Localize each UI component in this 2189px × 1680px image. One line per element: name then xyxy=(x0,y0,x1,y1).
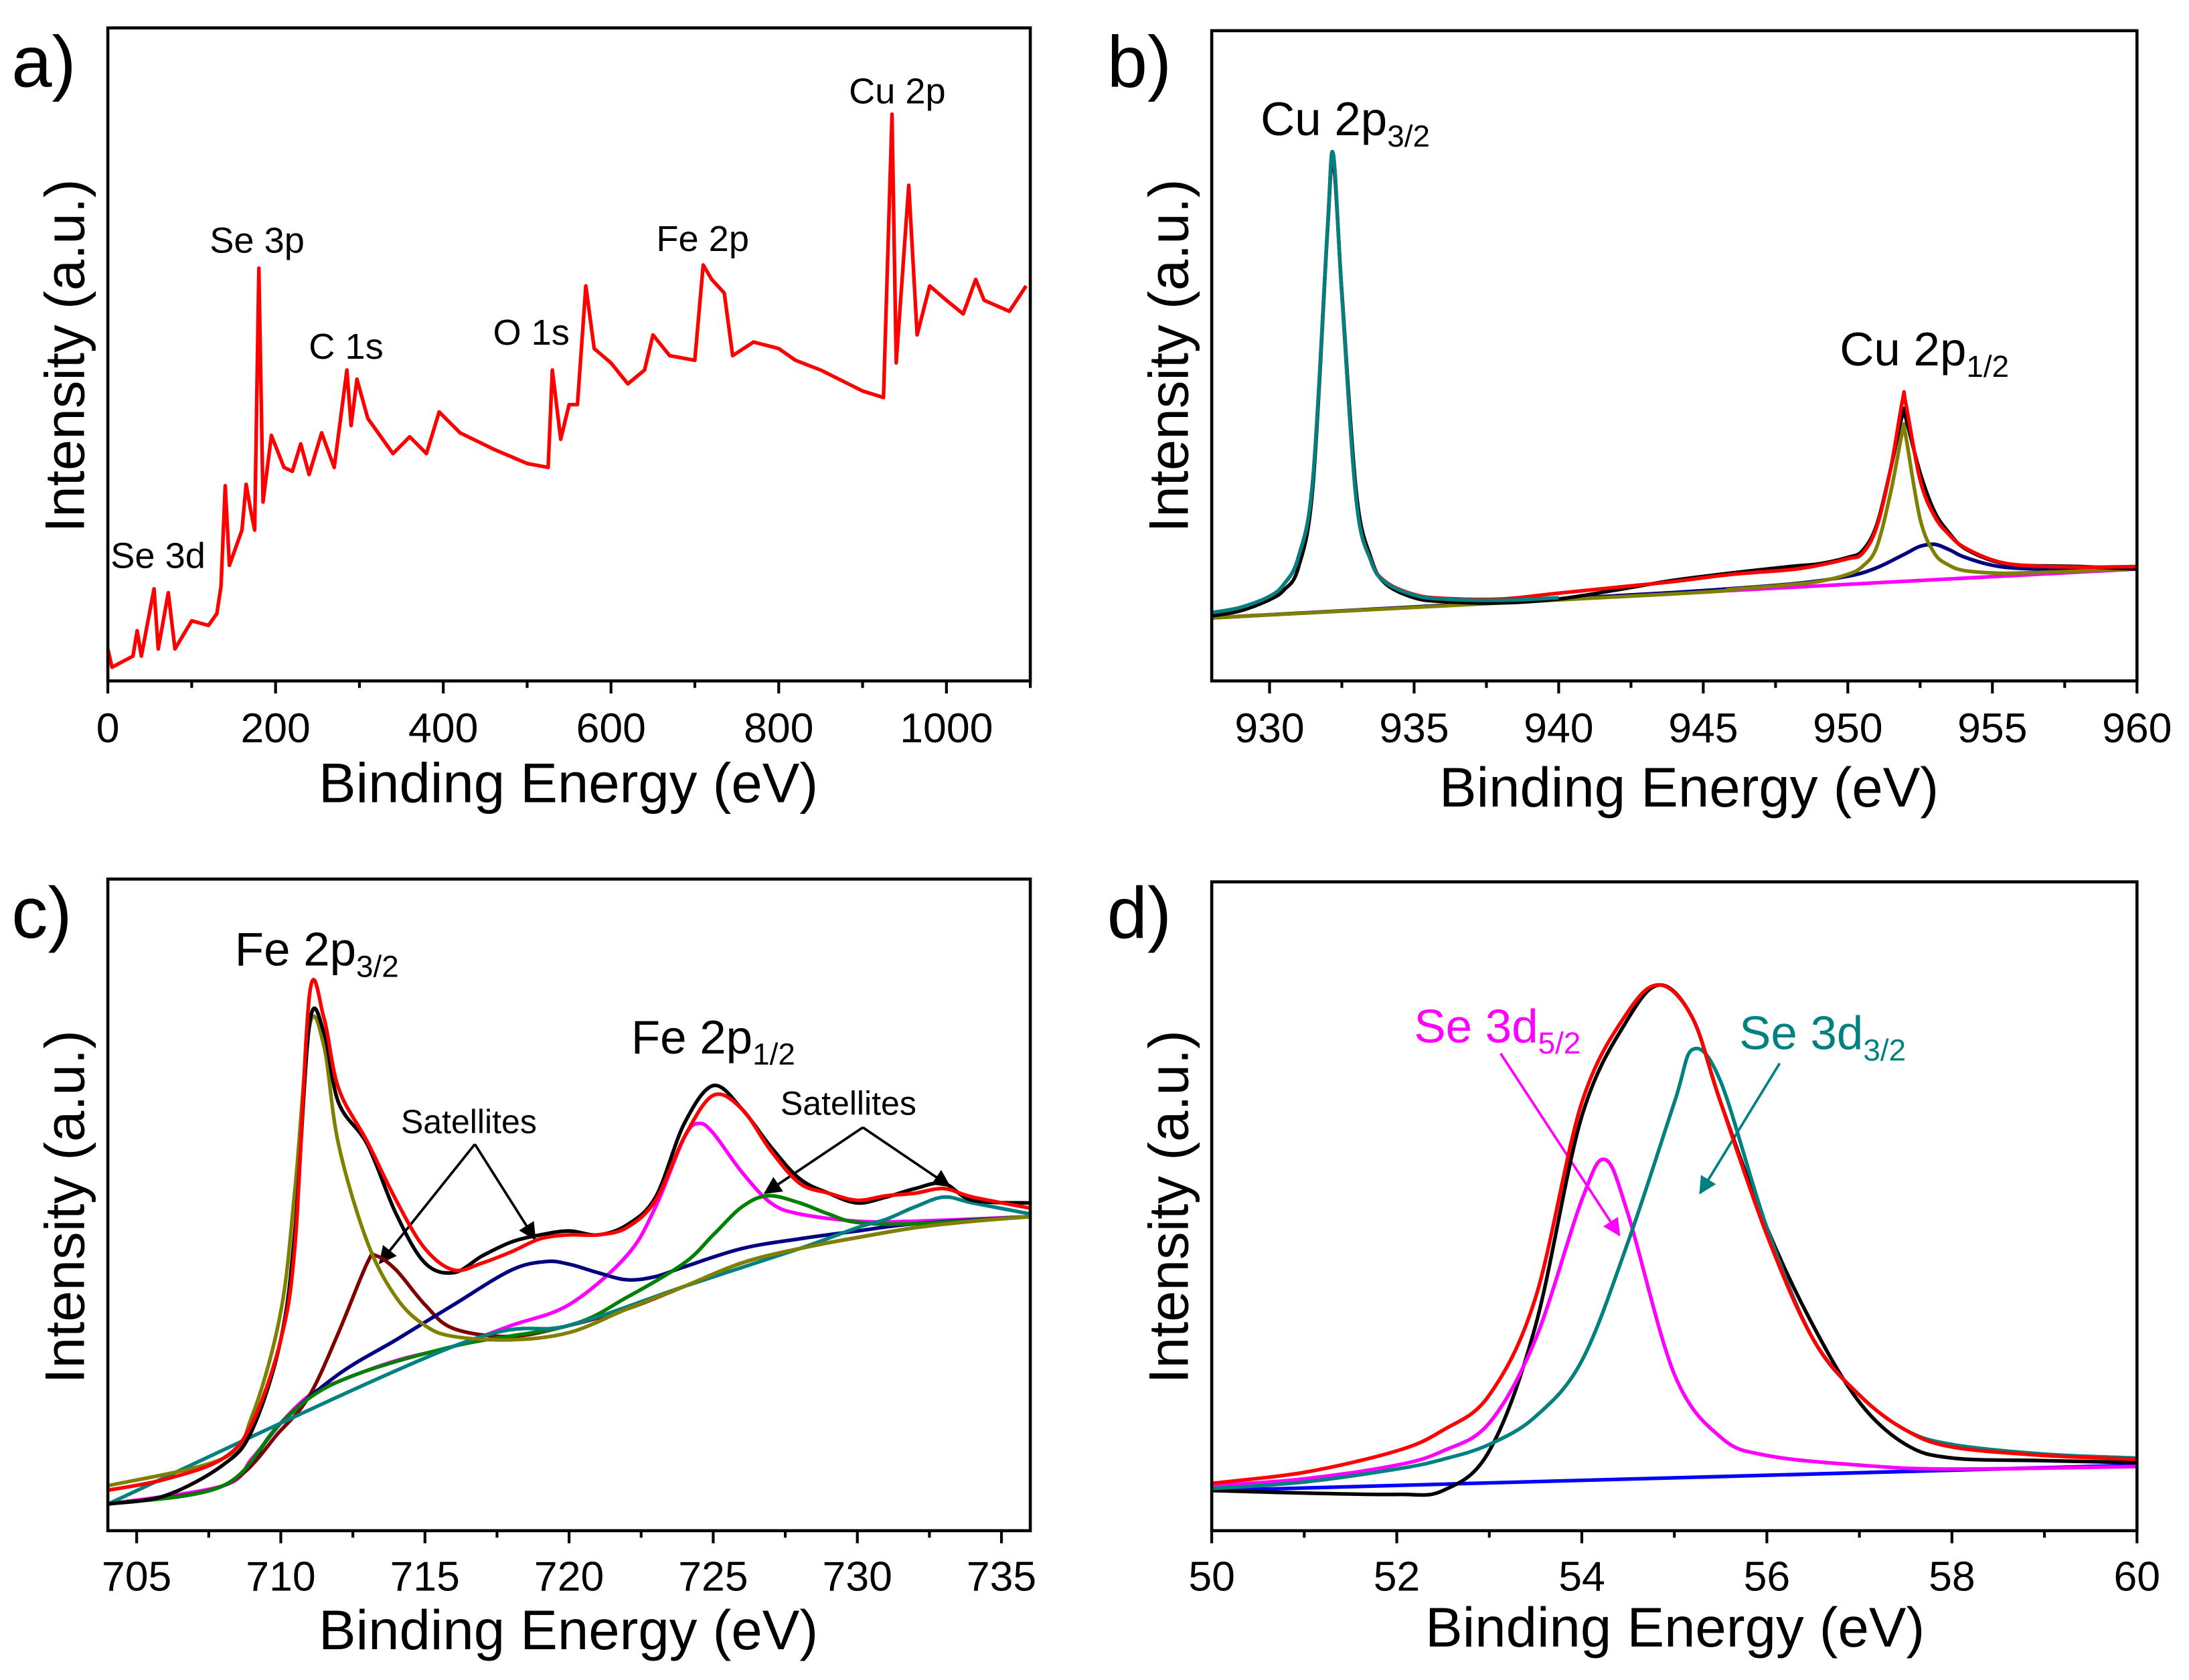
plot-frame xyxy=(1210,880,2139,1533)
panel-label: a) xyxy=(11,21,76,102)
y-axis-title: Intensity (a.u.) xyxy=(34,1030,96,1383)
series-line-2 xyxy=(1211,1157,2137,1488)
x-tick-label: 0 xyxy=(96,705,120,752)
x-tick-label: 715 xyxy=(390,1553,460,1600)
x-tick-label: 730 xyxy=(823,1553,892,1600)
x-tick-label: 60 xyxy=(2114,1553,2161,1600)
annotation-fe-2p: Fe 2p xyxy=(656,219,749,259)
panel-label: d) xyxy=(1107,872,1171,953)
arrow xyxy=(1699,1062,1781,1195)
x-tick-label: 930 xyxy=(1234,705,1304,752)
x-tick-label: 725 xyxy=(678,1553,748,1600)
x-tick-label: 960 xyxy=(2102,705,2172,752)
x-tick-label: 56 xyxy=(1744,1553,1791,1600)
series-line-1 xyxy=(1212,983,2137,1497)
annotation-se-3d5-2: Se 3d5/2 xyxy=(1414,1000,1580,1060)
x-tick-label: 705 xyxy=(102,1553,171,1600)
series-line-7 xyxy=(107,978,1031,1493)
annotation-cu-2p: Cu 2p xyxy=(849,71,946,111)
series-line-0 xyxy=(106,112,1028,669)
panel-c: c) Intensity (a.u.) Binding Energy (eV) … xyxy=(11,872,1036,1661)
annotation-fe-2p3-2: Fe 2p3/2 xyxy=(235,924,399,984)
series-line-5 xyxy=(107,1014,1031,1488)
series-line-1 xyxy=(107,1214,1031,1506)
arrow xyxy=(473,1143,536,1241)
x-tick-label: 50 xyxy=(1188,1553,1235,1600)
x-tick-label: 200 xyxy=(240,705,310,752)
annotation-se-3d3-2: Se 3d3/2 xyxy=(1739,1007,1906,1068)
annotation-se-3p: Se 3p xyxy=(210,220,305,260)
x-axis-title: Binding Energy (eV) xyxy=(1425,1596,1925,1659)
series-line-4 xyxy=(1211,983,2137,1485)
arrow xyxy=(862,1126,951,1187)
x-tick-label: 950 xyxy=(1813,705,1882,752)
x-tick-label: 710 xyxy=(246,1553,315,1600)
series-line-4 xyxy=(106,1195,1031,1506)
x-tick-label: 945 xyxy=(1668,705,1738,752)
x-tick-label: 1000 xyxy=(900,705,993,752)
x-tick-label: 800 xyxy=(744,705,813,752)
series-line-3 xyxy=(1211,157,2137,618)
x-tick-label: 935 xyxy=(1379,705,1449,752)
arrow xyxy=(1499,1052,1621,1237)
x-tick-label: 400 xyxy=(408,705,478,752)
x-axis-title: Binding Energy (eV) xyxy=(319,752,818,815)
x-axis-title: Binding Energy (eV) xyxy=(1439,756,1939,819)
y-axis-title: Intensity (a.u.) xyxy=(34,179,96,532)
series-line-5 xyxy=(1211,149,1559,615)
series-line-3 xyxy=(107,1193,1031,1506)
panel-a: a) Intensity (a.u.) Binding Energy (eV) … xyxy=(11,21,1032,815)
x-tick-label: 54 xyxy=(1558,1553,1605,1600)
panel-label: b) xyxy=(1107,21,1171,102)
x-axis-title: Binding Energy (eV) xyxy=(319,1599,818,1661)
series-line-0 xyxy=(107,1121,1031,1506)
x-tick-label: 600 xyxy=(576,705,646,752)
plot-frame xyxy=(106,26,1032,683)
x-tick-label: 58 xyxy=(1929,1553,1975,1600)
x-tick-label: 955 xyxy=(1957,705,2027,752)
series-line-3 xyxy=(1211,1046,2137,1491)
series-line-2 xyxy=(1211,422,2137,620)
annotation-satellites: Satellites xyxy=(781,1085,916,1122)
panel-label: c) xyxy=(11,872,72,953)
arrow xyxy=(763,1126,864,1194)
annotation-o-1s: O 1s xyxy=(493,313,569,353)
plot-frame xyxy=(1210,29,2139,683)
annotation-satellites: Satellites xyxy=(401,1103,537,1141)
x-tick-label: 52 xyxy=(1374,1553,1421,1600)
annotation-fe-2p1-2: Fe 2p1/2 xyxy=(631,1011,795,1072)
arrow xyxy=(378,1143,476,1264)
y-axis-title: Intensity (a.u.) xyxy=(1138,179,1200,532)
annotation-cu-2p1-2: Cu 2p1/2 xyxy=(1840,323,2009,384)
series-line-2 xyxy=(107,1214,1031,1506)
panel-b: b) Intensity (a.u.) Binding Energy (eV) … xyxy=(1107,21,2172,819)
x-tick-label: 940 xyxy=(1524,705,1593,752)
annotation-se-3d: Se 3d xyxy=(110,535,206,576)
annotation-cu-2p3-2: Cu 2p3/2 xyxy=(1261,93,1430,153)
panel-d: d) Intensity (a.u.) Binding Energy (eV) … xyxy=(1107,872,2160,1659)
x-tick-label: 720 xyxy=(534,1553,604,1600)
annotation-c-1s: C 1s xyxy=(309,327,383,367)
x-tick-label: 735 xyxy=(967,1553,1036,1600)
y-axis-title: Intensity (a.u.) xyxy=(1138,1030,1200,1383)
